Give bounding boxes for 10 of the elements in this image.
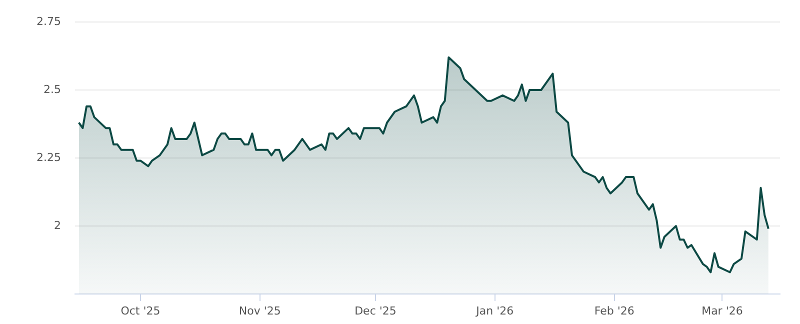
y-tick-label: 2.5 <box>44 82 61 96</box>
x-tick-label: Nov '25 <box>238 304 281 318</box>
x-tick-label: Jan '26 <box>475 304 514 318</box>
y-tick-label: 2.25 <box>36 150 61 164</box>
x-tick-label: Feb '26 <box>594 304 634 318</box>
x-tick-label: Dec '25 <box>354 304 396 318</box>
x-tick-label: Oct '25 <box>120 304 160 318</box>
x-tick-label: Mar '26 <box>702 304 743 318</box>
y-tick-label: 2.75 <box>36 14 61 28</box>
y-tick-label: 2 <box>54 218 61 232</box>
